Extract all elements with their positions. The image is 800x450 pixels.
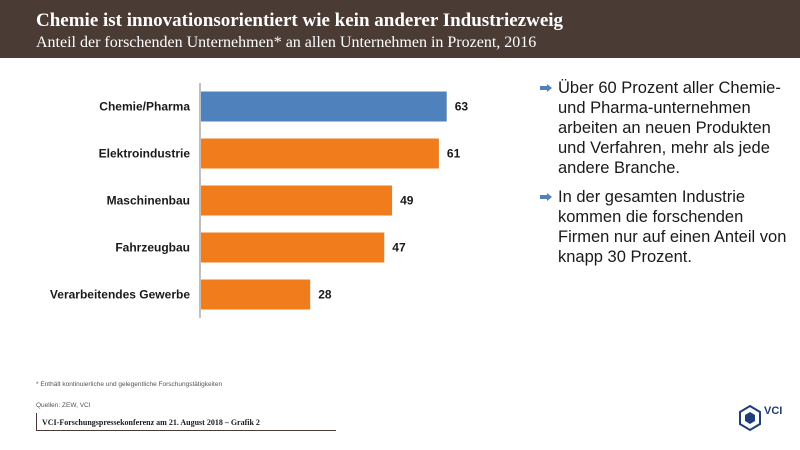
- vci-logo: [739, 404, 761, 432]
- data-label: 28: [318, 288, 332, 302]
- bullet-item: Über 60 Prozent aller Chemie- und Pharma…: [540, 78, 790, 178]
- vci-hexagon-icon: [739, 404, 761, 432]
- data-label: 49: [400, 194, 414, 208]
- bar: [201, 232, 385, 263]
- bar: [201, 138, 439, 169]
- bar: [201, 279, 311, 310]
- bullet-text: Über 60 Prozent aller Chemie- und Pharma…: [558, 79, 781, 177]
- bullet-item: In der gesamten Industrie kommen die for…: [540, 187, 790, 267]
- data-label: 61: [447, 147, 461, 161]
- data-label: 47: [392, 241, 406, 255]
- category-label: Fahrzeugbau: [115, 241, 190, 255]
- logo-text: VCI: [764, 405, 783, 417]
- arrow-right-icon: [540, 84, 552, 92]
- bullet-list: Über 60 Prozent aller Chemie- und Pharma…: [540, 78, 790, 276]
- footer-underline: [36, 430, 336, 431]
- data-label: 63: [455, 100, 469, 114]
- header-bar: Chemie ist innovationsorientiert wie kei…: [0, 0, 800, 58]
- arrow-right-icon: [540, 193, 552, 201]
- category-label: Elektroindustrie: [99, 147, 191, 161]
- sources: Quellen: ZEW, VCI: [36, 402, 91, 409]
- bar: [201, 185, 393, 216]
- category-label: Maschinenbau: [107, 194, 190, 208]
- category-label: Verarbeitendes Gewerbe: [50, 288, 190, 302]
- bar-chart: Chemie/Pharma 63 Elektroindustrie 61 Maschin…: [50, 83, 469, 318]
- footer-divider: [36, 413, 37, 431]
- bullet-text: In der gesamten Industrie kommen die for…: [558, 188, 787, 266]
- page-subtitle: Anteil der forschenden Unternehmen* an a…: [36, 34, 537, 51]
- category-label: Chemie/Pharma: [99, 100, 190, 114]
- page-title: Chemie ist innovationsorientiert wie kei…: [36, 10, 564, 31]
- footnote: * Enthält kontinuierliche und gelegentli…: [36, 381, 223, 388]
- bar: [201, 91, 447, 122]
- footer-text: VCI-Forschungspressekonferenz am 21. Aug…: [42, 418, 260, 427]
